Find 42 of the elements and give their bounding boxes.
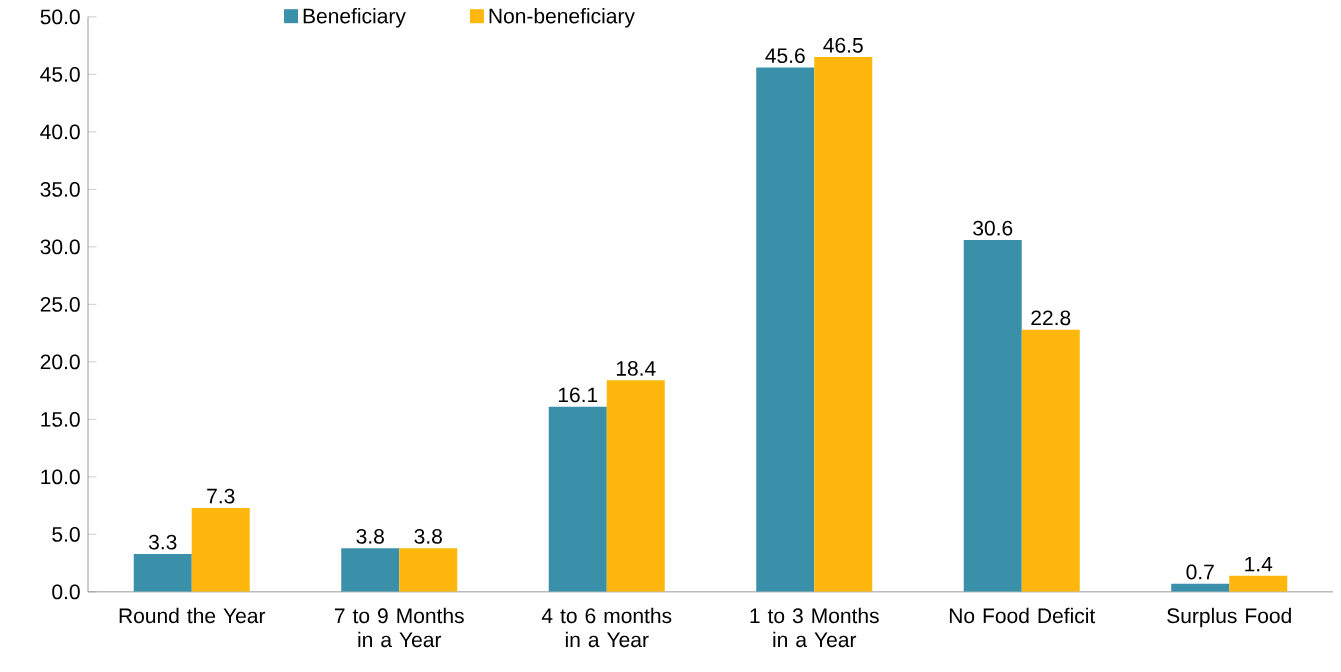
- y-tick-label: 5.0: [52, 527, 80, 542]
- bar: [133, 553, 192, 592]
- data-label: 7.3: [207, 488, 235, 504]
- legend-label: Non-beneficiary: [489, 8, 635, 28]
- data-label: 3.3: [148, 534, 177, 550]
- y-tick-label: 40.0: [40, 124, 80, 140]
- y-tick-label: 35.0: [40, 182, 80, 197]
- x-tick-label: Surplus Food: [1167, 607, 1291, 628]
- data-label: 46.5: [823, 37, 863, 53]
- bar: [399, 548, 458, 592]
- x-tick-label: 7 to 9 Months in a Year: [334, 607, 464, 648]
- bar: [191, 507, 250, 592]
- bar: [548, 406, 607, 592]
- bar: [1021, 329, 1080, 592]
- y-tick-label: 15.0: [41, 412, 80, 427]
- data-label: 3.8: [356, 528, 384, 544]
- bar: [756, 67, 815, 592]
- y-tick-label: 10.0: [41, 469, 80, 485]
- y-tick-label: 50.0: [40, 9, 80, 25]
- x-tick-label: 1 to 3 Months in a Year: [750, 607, 879, 648]
- y-tick-label: 25.0: [40, 297, 80, 312]
- y-tick-label: 20.0: [40, 354, 80, 370]
- bar: [963, 240, 1022, 592]
- bar: [814, 57, 873, 592]
- x-tick-label: Round the Year: [119, 607, 266, 624]
- y-tick-label: 30.0: [40, 239, 80, 255]
- x-tick-label: 4 to 6 months in a Year: [541, 607, 672, 648]
- bar: [606, 380, 665, 592]
- data-label: 16.1: [558, 387, 598, 403]
- legend-label: Beneficiary: [303, 8, 406, 28]
- data-label: 3.8: [414, 528, 442, 544]
- bar: [1229, 575, 1288, 592]
- data-label: 1.4: [1245, 556, 1273, 572]
- data-label: 18.4: [616, 361, 656, 376]
- x-tick-label: No Food Deficit: [949, 607, 1096, 624]
- y-tick-label: 45.0: [40, 67, 80, 82]
- data-label: 30.6: [973, 220, 1013, 236]
- y-tick-label: 0.0: [52, 584, 80, 600]
- data-label: 45.6: [765, 48, 805, 64]
- bar: [341, 548, 400, 592]
- data-label: 22.8: [1031, 310, 1071, 326]
- data-label: 0.7: [1186, 564, 1214, 580]
